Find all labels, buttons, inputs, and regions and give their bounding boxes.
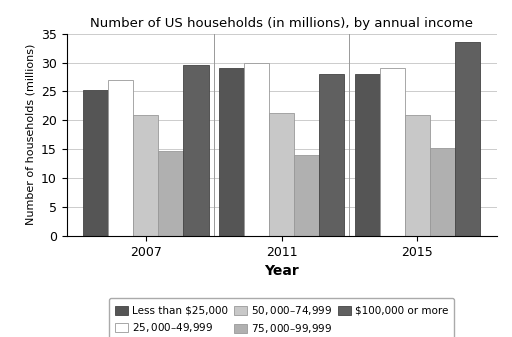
Bar (380, 68, 405, 236)
Bar (83, 90, 109, 236)
Bar (219, 68, 244, 236)
Bar (183, 65, 208, 236)
Bar (430, 148, 455, 236)
Bar (405, 115, 430, 236)
Y-axis label: Number of households (millions): Number of households (millions) (26, 44, 35, 225)
X-axis label: Year: Year (264, 264, 299, 278)
Bar (109, 80, 133, 236)
Bar (455, 42, 480, 236)
Title: Number of US households (in millions), by annual income: Number of US households (in millions), b… (90, 17, 473, 30)
Bar (355, 73, 380, 236)
Bar (244, 63, 269, 236)
Bar (158, 151, 183, 236)
Bar (269, 114, 294, 236)
Bar (133, 115, 158, 236)
Legend: Less than $25,000, $25,000–$49,999, $50,000–$74,999, $75,000–$99,999, $100,000 o: Less than $25,000, $25,000–$49,999, $50,… (109, 298, 454, 337)
Bar (319, 74, 344, 236)
Bar (294, 155, 319, 236)
